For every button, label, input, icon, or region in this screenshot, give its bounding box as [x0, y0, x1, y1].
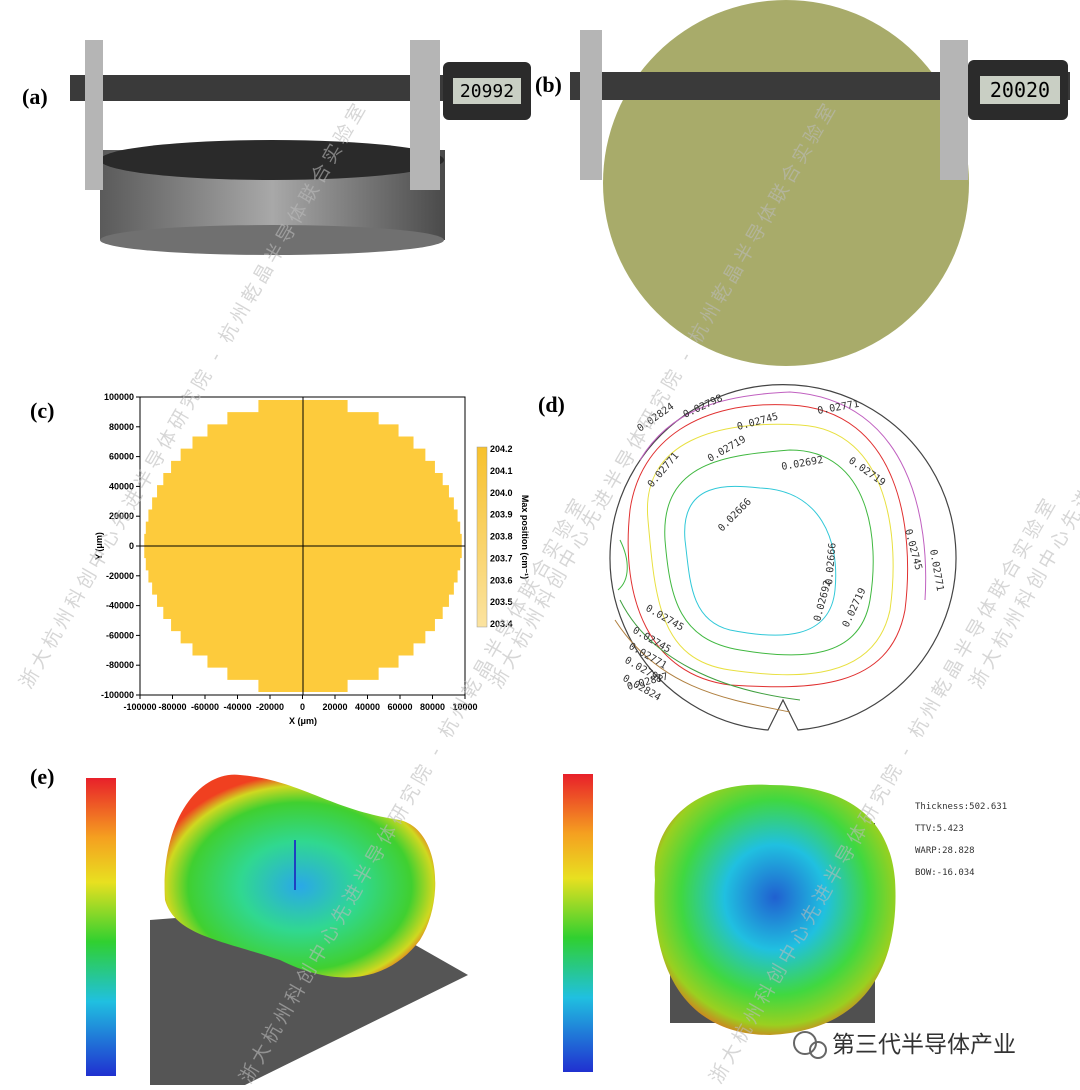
colorbar-tick-label: 204.1 — [490, 466, 513, 476]
y-tick-label: 20000 — [109, 511, 134, 521]
y-tick-label: -20000 — [106, 571, 134, 581]
map-chart: X (μm) Y (μm) Max position (cm⁻¹) -10000… — [94, 392, 530, 726]
x-tick-label: -100000 — [123, 702, 156, 712]
metric: Thickness:502.631 — [915, 802, 1007, 812]
contour-label: 0.02798 — [682, 393, 725, 421]
brand: 第三代半导体产业 — [793, 1031, 1016, 1059]
x-tick-label: 40000 — [355, 702, 380, 712]
caliper-reading: 20992 — [460, 81, 514, 102]
colorbar-tick-label: 203.9 — [490, 510, 513, 520]
metric: BOW:-16.034 — [915, 868, 975, 878]
y-tick-label: -40000 — [106, 601, 134, 611]
colorbar-tick-label: 203.7 — [490, 553, 513, 563]
contour-label: 0.02745 — [902, 528, 924, 572]
photo-a: 20992 — [70, 40, 531, 255]
contour-label: 0.02771 — [927, 549, 945, 592]
contour-label: 0.02771 — [817, 399, 860, 417]
y-tick-label: 0 — [129, 541, 134, 551]
colorbar-tick-label: 203.4 — [490, 619, 513, 629]
brand-text: 第三代半导体产业 — [832, 1032, 1016, 1058]
y-tick-label: 40000 — [109, 481, 134, 491]
contour-label: 0.02719 — [841, 586, 869, 629]
y-tick-label: 80000 — [109, 422, 134, 432]
contour-label: 0.02666 — [824, 542, 839, 585]
metric: TTV:5.423 — [915, 824, 964, 834]
y-tick-label: 60000 — [109, 452, 134, 462]
x-tick-label: 60000 — [387, 702, 412, 712]
y-tick-label: -80000 — [106, 660, 134, 670]
x-tick-label: 10000 — [452, 702, 477, 712]
x-axis-label: X (μm) — [289, 716, 317, 726]
panel-label: (d) — [538, 392, 565, 417]
x-tick-label: 80000 — [420, 702, 445, 712]
contour-label: 0.02692 — [781, 455, 824, 473]
y-axis-label: Y (μm) — [94, 532, 104, 560]
contour-label: 0.02666 — [716, 497, 754, 535]
colorbar-label: Max position (cm⁻¹) — [520, 495, 530, 579]
x-tick-label: -60000 — [191, 702, 219, 712]
colorbar-tick-label: 204.0 — [490, 488, 513, 498]
metric: WARP:28.828 — [915, 846, 975, 856]
panel-label: (a) — [22, 84, 48, 109]
y-tick-label: 100000 — [104, 392, 134, 402]
x-tick-label: -20000 — [256, 702, 284, 712]
x-tick-label: 0 — [300, 702, 305, 712]
panel-label: (c) — [30, 398, 54, 423]
y-tick-label: -60000 — [106, 630, 134, 640]
colorbar-tick-label: 203.8 — [490, 532, 513, 542]
x-tick-label: 20000 — [322, 702, 347, 712]
y-tick-label: -100000 — [101, 690, 134, 700]
x-tick-label: -80000 — [158, 702, 186, 712]
panel-label: (e) — [30, 764, 54, 789]
contour-label: 0.02692 — [812, 579, 834, 623]
colorbar-tick-label: 204.2 — [490, 444, 513, 454]
colorbar-tick-label: 203.6 — [490, 575, 513, 585]
thickness-3d: Thickness:502.631 TTV:5.423 WARP:28.828 BOW… — [86, 774, 1007, 1085]
contour-label: 0.02719 — [706, 434, 748, 465]
photo-b: 20020 — [570, 0, 1070, 366]
caliper-reading: 20020 — [990, 78, 1050, 102]
panel-label: (b) — [535, 72, 562, 97]
colorbar-tick-label: 203.5 — [490, 597, 513, 607]
contour-map: 0.02824 0.027980.027450.027710.027710.027… — [609, 384, 957, 731]
x-tick-label: -40000 — [223, 702, 251, 712]
contour-label: 0.02745 — [736, 411, 780, 433]
